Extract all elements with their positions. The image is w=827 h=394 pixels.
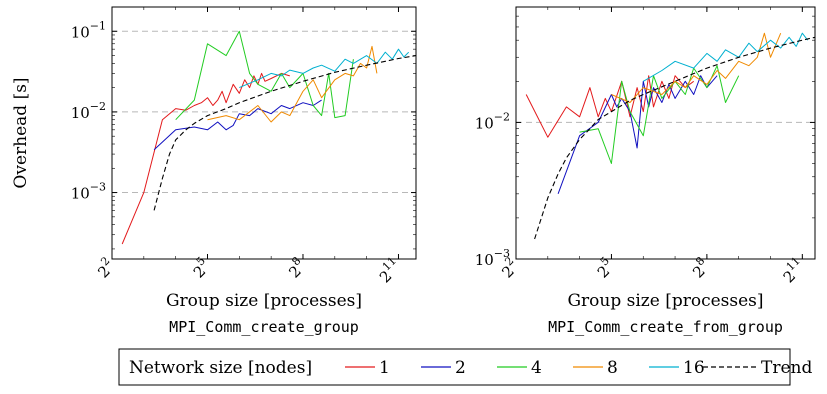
legend-label-2: 2 xyxy=(455,358,466,378)
y-tick-label: 10−3 xyxy=(475,247,510,269)
series-line-trend xyxy=(534,36,815,240)
y-tick-label: 10−3 xyxy=(71,181,106,203)
legend-label-8: 8 xyxy=(607,358,618,378)
x-tick-label: 28 xyxy=(686,254,713,281)
x-axis-label: Group size [processes] xyxy=(567,291,763,311)
legend-label-4: 4 xyxy=(531,358,542,378)
x-tick-label: 25 xyxy=(187,254,214,281)
legend-label-16: 16 xyxy=(683,358,705,378)
series-line-1 xyxy=(121,72,290,245)
y-axis-label: Overhead [s] xyxy=(11,77,31,188)
minor-ticks xyxy=(111,7,416,259)
series-line-4 xyxy=(579,65,740,164)
y-tick-label: 10−1 xyxy=(71,19,106,41)
x-axis-label: Group size [processes] xyxy=(166,291,362,311)
subcaption: MPI_Comm_create_from_group xyxy=(548,318,783,336)
subcaption: MPI_Comm_create_group xyxy=(169,318,359,336)
x-tick-label: 22 xyxy=(92,254,119,281)
x-tick-label: 25 xyxy=(591,254,618,281)
series-line-4 xyxy=(175,30,354,121)
x-tick-label: 28 xyxy=(283,254,310,281)
legend-title: Network size [nodes] xyxy=(129,358,312,378)
y-tick-label: 10−2 xyxy=(475,110,510,132)
y-tick-label: 10−2 xyxy=(71,100,106,122)
series-line-16 xyxy=(643,32,809,82)
plot-frame xyxy=(515,6,816,260)
legend-label-1: 1 xyxy=(379,358,390,378)
legend-label-trend: Trend xyxy=(761,358,812,378)
series-line-16 xyxy=(239,48,410,89)
minor-ticks xyxy=(515,7,815,259)
legend: Network size [nodes] 1 2 4 8 16 Trend xyxy=(118,348,812,386)
plot-frame xyxy=(111,6,417,260)
series-line-2 xyxy=(153,99,322,151)
series-line-1 xyxy=(525,75,695,138)
series-line-8 xyxy=(611,32,782,103)
series-line-8 xyxy=(207,45,378,123)
